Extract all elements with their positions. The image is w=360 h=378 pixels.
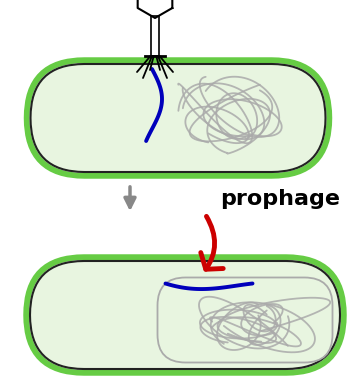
Polygon shape — [138, 0, 172, 18]
FancyBboxPatch shape — [30, 63, 327, 173]
FancyBboxPatch shape — [30, 261, 340, 369]
FancyBboxPatch shape — [29, 260, 341, 370]
Text: prophage: prophage — [220, 189, 340, 209]
FancyBboxPatch shape — [25, 256, 345, 374]
FancyBboxPatch shape — [31, 64, 325, 172]
FancyBboxPatch shape — [26, 59, 330, 177]
FancyBboxPatch shape — [151, 16, 159, 56]
